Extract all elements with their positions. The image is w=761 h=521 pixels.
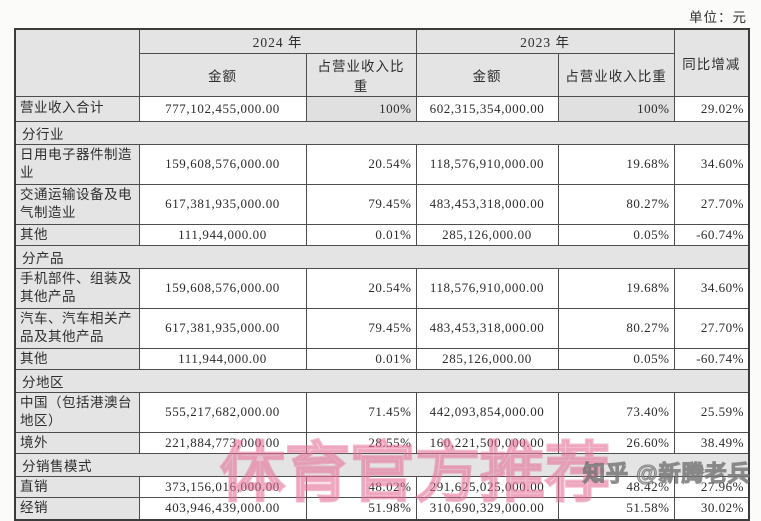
amount-2024: 555,217,682,000.00 xyxy=(138,391,307,433)
corner-header-cell xyxy=(14,28,140,97)
yoy-change: 34.60% xyxy=(673,267,750,309)
section-row-by-region: 分地区 xyxy=(14,368,750,393)
section-row-by-sales-model: 分销售模式 xyxy=(14,453,750,478)
proportion-2024: 79.45% xyxy=(305,183,417,225)
yoy-header: 同比增减 xyxy=(673,28,750,97)
year-2024-header: 2024 年 xyxy=(138,28,417,54)
proportion-2023: 80.27% xyxy=(557,183,675,225)
section-label: 分产品 xyxy=(14,244,750,269)
section-label: 分地区 xyxy=(14,368,750,393)
table-row: 汽车、汽车相关产品及其他产品 617,381,935,000.00 79.45%… xyxy=(14,307,750,349)
amount-2023: 118,576,910,000.00 xyxy=(415,267,559,309)
proportion-2023: 26.60% xyxy=(557,431,675,455)
proportion-2024: 100% xyxy=(305,95,417,122)
proportion-2023: 80.27% xyxy=(557,307,675,349)
proportion-2023: 0.05% xyxy=(557,347,675,370)
row-label: 营业收入合计 xyxy=(14,95,140,122)
amount-2024: 159,608,576,000.00 xyxy=(138,267,307,309)
section-label: 分行业 xyxy=(14,120,750,145)
row-label: 其他 xyxy=(14,347,140,370)
proportion-2024: 48.02% xyxy=(305,476,417,499)
yoy-change: -60.74% xyxy=(673,223,750,246)
section-row-by-industry: 分行业 xyxy=(14,120,750,145)
proportion-2024: 28.55% xyxy=(305,431,417,455)
amount-2023: 442,093,854,000.00 xyxy=(415,391,559,433)
amount-2024: 403,946,439,000.00 xyxy=(138,497,307,521)
row-label: 中国（包括港澳台地区） xyxy=(14,391,140,433)
proportion-2023: 19.68% xyxy=(557,143,675,185)
amount-2024: 617,381,935,000.00 xyxy=(138,183,307,225)
proportion-2023: 19.68% xyxy=(557,267,675,309)
table-row: 境外 221,884,773,000.00 28.55% 160,221,500… xyxy=(14,431,750,455)
table-row: 其他 111,944,000.00 0.01% 285,126,000.00 0… xyxy=(14,223,750,246)
table-row: 经销 403,946,439,000.00 51.98% 310,690,329… xyxy=(14,497,750,521)
proportion-header-2023: 占营业收入比重 xyxy=(557,52,675,97)
amount-2023: 291,625,025,000.00 xyxy=(415,476,559,499)
table-row: 直销 373,156,016,000.00 48.02% 291,625,025… xyxy=(14,476,750,499)
yoy-change: 34.60% xyxy=(673,143,750,185)
proportion-header-2024: 占营业收入比重 xyxy=(305,52,417,97)
amount-2024: 221,884,773,000.00 xyxy=(138,431,307,455)
row-label: 手机部件、组装及其他产品 xyxy=(14,267,140,309)
amount-2024: 111,944,000.00 xyxy=(138,347,307,370)
proportion-2023: 0.05% xyxy=(557,223,675,246)
yoy-change: 27.70% xyxy=(673,183,750,225)
row-label: 汽车、汽车相关产品及其他产品 xyxy=(14,307,140,349)
amount-2023: 285,126,000.00 xyxy=(415,347,559,370)
table-row-total: 营业收入合计 777,102,455,000.00 100% 602,315,3… xyxy=(14,95,750,122)
section-row-by-product: 分产品 xyxy=(14,244,750,269)
amount-2023: 285,126,000.00 xyxy=(415,223,559,246)
row-label: 其他 xyxy=(14,223,140,246)
amount-2023: 483,453,318,000.00 xyxy=(415,307,559,349)
yoy-change: 38.49% xyxy=(673,431,750,455)
proportion-2024: 51.98% xyxy=(305,497,417,521)
amount-2023: 483,453,318,000.00 xyxy=(415,183,559,225)
yoy-change: 27.96% xyxy=(673,476,750,499)
yoy-change: 30.02% xyxy=(673,497,750,521)
amount-2024: 159,608,576,000.00 xyxy=(138,143,307,185)
amount-2024: 373,156,016,000.00 xyxy=(138,476,307,499)
revenue-breakdown-table: 2024 年 2023 年 同比增减 金额 占营业收入比重 金额 占营业收入比重… xyxy=(14,28,750,521)
table-row: 其他 111,944,000.00 0.01% 285,126,000.00 0… xyxy=(14,347,750,370)
proportion-2024: 0.01% xyxy=(305,347,417,370)
proportion-2024: 0.01% xyxy=(305,223,417,246)
proportion-2024: 20.54% xyxy=(305,143,417,185)
table-row: 日用电子器件制造业 159,608,576,000.00 20.54% 118,… xyxy=(14,143,750,185)
amount-2023: 310,690,329,000.00 xyxy=(415,497,559,521)
amount-header-2024: 金额 xyxy=(138,52,307,97)
proportion-2023: 73.40% xyxy=(557,391,675,433)
proportion-2023: 51.58% xyxy=(557,497,675,521)
table-row: 中国（包括港澳台地区） 555,217,682,000.00 71.45% 44… xyxy=(14,391,750,433)
amount-2023: 118,576,910,000.00 xyxy=(415,143,559,185)
table-row: 手机部件、组装及其他产品 159,608,576,000.00 20.54% 1… xyxy=(14,267,750,309)
yoy-change: 25.59% xyxy=(673,391,750,433)
row-label: 经销 xyxy=(14,497,140,521)
amount-2023: 160,221,500,000.00 xyxy=(415,431,559,455)
proportion-2024: 79.45% xyxy=(305,307,417,349)
yoy-change: 27.70% xyxy=(673,307,750,349)
row-label: 境外 xyxy=(14,431,140,455)
proportion-2023: 100% xyxy=(557,95,675,122)
yoy-change: 29.02% xyxy=(673,95,750,122)
amount-header-2023: 金额 xyxy=(415,52,559,97)
amount-2024: 777,102,455,000.00 xyxy=(138,95,307,122)
year-2023-header: 2023 年 xyxy=(415,28,675,54)
unit-label: 单位：元 xyxy=(689,10,747,25)
table-row: 交通运输设备及电气制造业 617,381,935,000.00 79.45% 4… xyxy=(14,183,750,225)
section-label: 分销售模式 xyxy=(14,453,750,478)
proportion-2023: 48.42% xyxy=(557,476,675,499)
yoy-change: -60.74% xyxy=(673,347,750,370)
proportion-2024: 20.54% xyxy=(305,267,417,309)
row-label: 直销 xyxy=(14,476,140,499)
amount-2024: 111,944,000.00 xyxy=(138,223,307,246)
row-label: 日用电子器件制造业 xyxy=(14,143,140,185)
proportion-2024: 71.45% xyxy=(305,391,417,433)
amount-2023: 602,315,354,000.00 xyxy=(415,95,559,122)
amount-2024: 617,381,935,000.00 xyxy=(138,307,307,349)
row-label: 交通运输设备及电气制造业 xyxy=(14,183,140,225)
